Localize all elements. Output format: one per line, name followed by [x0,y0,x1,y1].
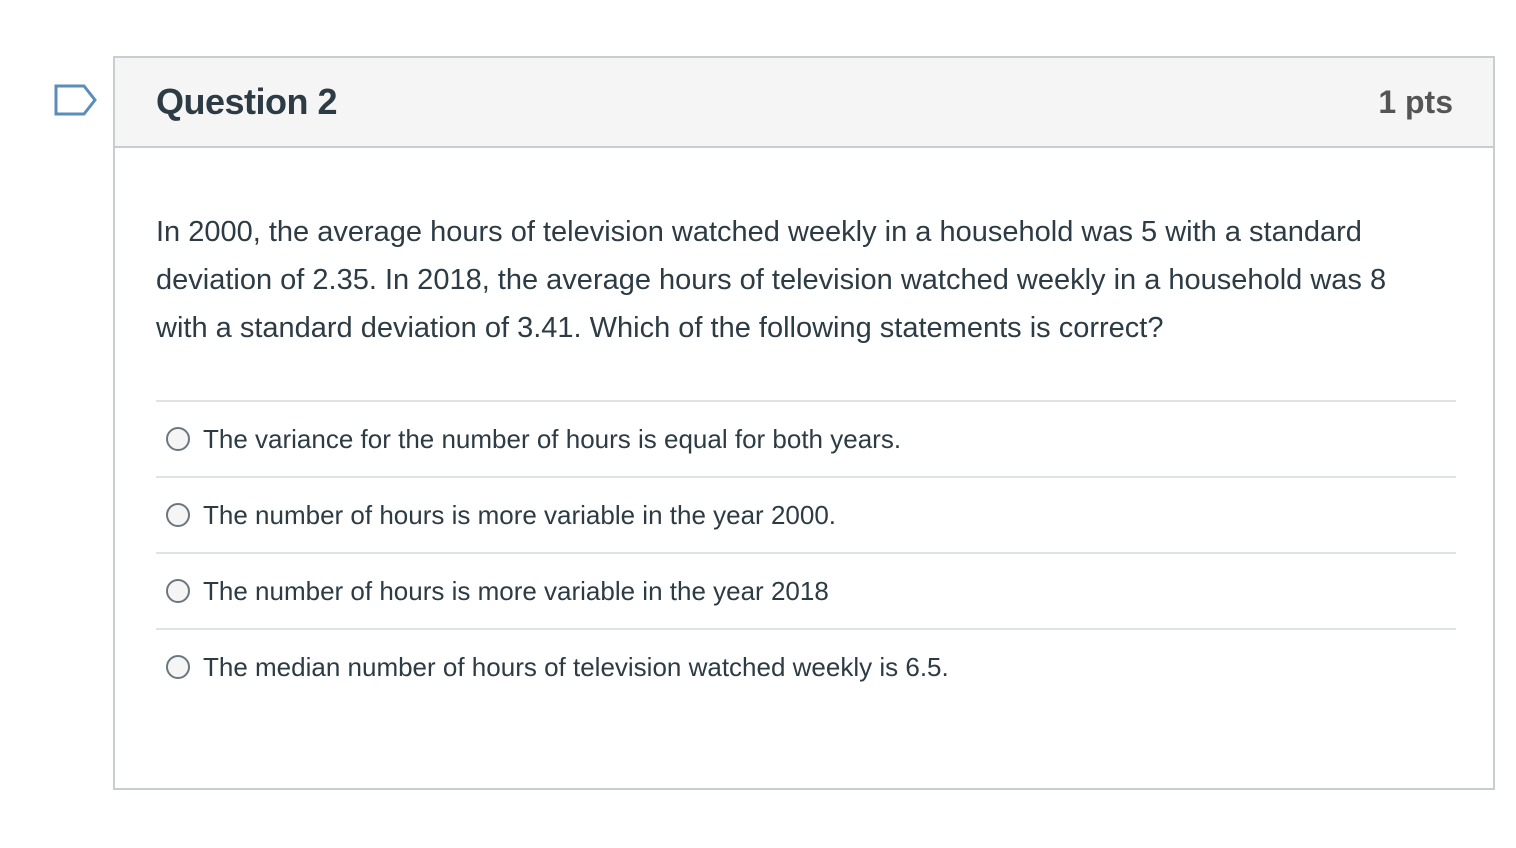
question-card: Question 2 1 pts In 2000, the average ho… [113,56,1495,790]
question-title: Question 2 [156,81,338,122]
answer-list: The variance for the number of hours is … [156,400,1456,704]
flag-question-icon[interactable] [54,84,98,118]
question-points: 1 pts [1378,83,1453,120]
radio-button[interactable] [166,579,190,603]
radio-button[interactable] [166,655,190,679]
answer-label: The number of hours is more variable in … [203,499,837,530]
answer-option-1[interactable]: The variance for the number of hours is … [156,402,1456,478]
answer-label: The variance for the number of hours is … [203,423,902,454]
answer-option-2[interactable]: The number of hours is more variable in … [156,478,1456,554]
question-text: In 2000, the average hours of television… [156,216,1387,344]
answer-option-3[interactable]: The number of hours is more variable in … [156,554,1456,630]
answer-option-4[interactable]: The median number of hours of television… [156,630,1456,704]
answer-label: The median number of hours of television… [203,651,949,682]
radio-button[interactable] [166,503,190,527]
answer-label: The number of hours is more variable in … [203,575,829,606]
question-body: In 2000, the average hours of television… [115,148,1493,704]
question-header: Question 2 1 pts [115,58,1493,148]
radio-button[interactable] [166,427,190,451]
